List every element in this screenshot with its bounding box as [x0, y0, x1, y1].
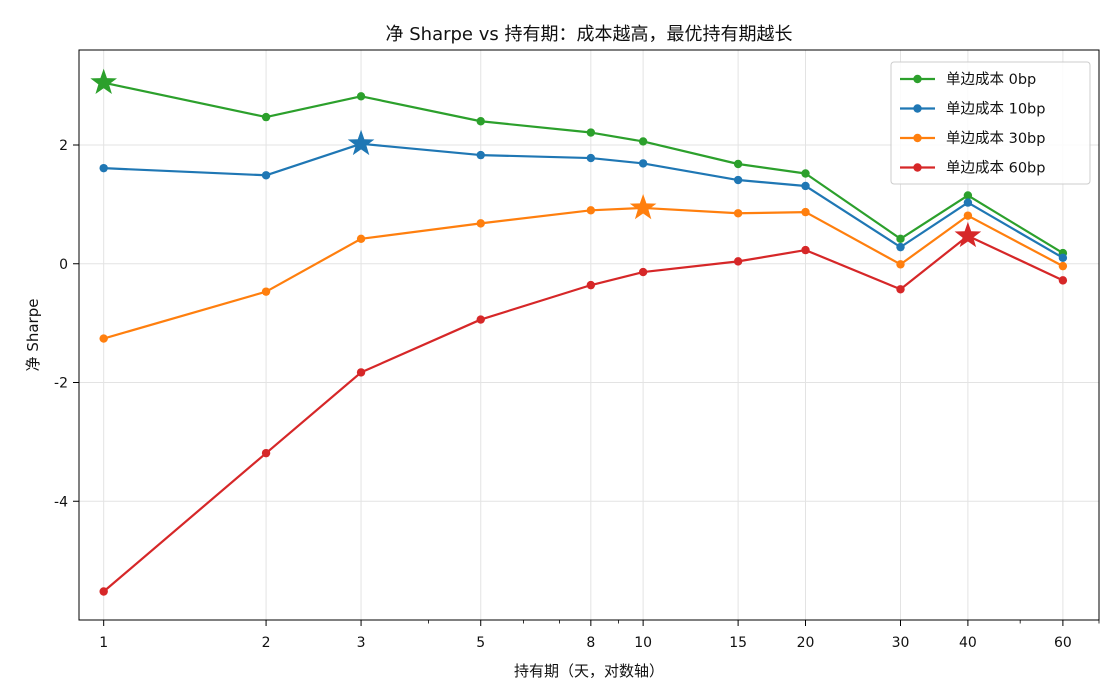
data-point: [801, 169, 810, 178]
data-point: [99, 334, 108, 343]
y-tick-label: -2: [54, 376, 68, 392]
data-point: [733, 257, 743, 266]
legend: 单边成本 0bp 单边成本 10bp 单边成本 30bp 单边成本 60bp: [890, 61, 1091, 185]
data-point: [261, 448, 271, 458]
legend-box: [890, 61, 1091, 185]
x-tick-label: 20: [797, 635, 815, 651]
x-tick-label: 3: [357, 635, 366, 651]
x-tick-label: 60: [1054, 635, 1072, 651]
data-point: [99, 163, 108, 173]
x-axis-label: 持有期（天，对数轴）: [514, 662, 664, 680]
data-point: [356, 368, 366, 377]
data-point: [1058, 276, 1068, 285]
series-0: [90, 68, 1068, 258]
data-point: [261, 112, 271, 122]
data-point: [638, 267, 648, 277]
x-tick-label: 10: [634, 635, 652, 651]
x-tick-label: 8: [586, 635, 595, 651]
data-point: [476, 219, 485, 228]
data-point: [476, 117, 485, 126]
data-point: [638, 137, 648, 146]
data-point: [801, 207, 810, 217]
legend-swatch-marker: [913, 74, 922, 84]
data-point: [356, 92, 366, 101]
plot-frame: [78, 49, 1100, 621]
data-point: [356, 234, 366, 244]
legend-label: 单边成本 60bp: [946, 160, 1045, 177]
data-point: [261, 287, 271, 296]
data-point: [99, 587, 108, 596]
legend-label: 单边成本 0bp: [946, 71, 1036, 88]
data-point: [733, 175, 743, 185]
x-tick-label: 40: [959, 635, 977, 651]
data-point: [733, 159, 743, 169]
data-point: [963, 211, 973, 220]
data-point: [733, 209, 743, 218]
data-point: [896, 234, 905, 244]
series-3: [99, 221, 1068, 596]
data-point: [476, 150, 485, 160]
series-2: [99, 193, 1068, 343]
best-holding-star: [629, 193, 657, 220]
data-point: [1058, 261, 1068, 271]
x-tick-label: 30: [892, 635, 910, 651]
best-holding-star: [90, 68, 117, 94]
data-point: [801, 181, 810, 191]
data-point: [638, 159, 648, 168]
data-point: [586, 153, 596, 163]
chart-title: 净 Sharpe vs 持有期：成本越高，最优持有期越长: [386, 24, 793, 45]
y-tick-label: 2: [59, 138, 68, 154]
data-point: [586, 280, 596, 290]
legend-label: 单边成本 10bp: [946, 101, 1045, 118]
x-tick-label: 2: [262, 635, 271, 651]
data-point: [896, 260, 905, 269]
legend-item: 单边成本 0bp: [900, 71, 1036, 88]
y-axis-label: 净 Sharpe: [24, 299, 42, 372]
data-point: [896, 242, 905, 252]
series-1: [99, 129, 1068, 263]
legend-swatch-marker: [913, 163, 922, 172]
x-tick-label: 5: [476, 635, 485, 651]
data-point: [476, 315, 485, 324]
best-holding-star: [347, 129, 375, 156]
data-point: [896, 285, 905, 294]
y-tick-label: -4: [54, 494, 68, 510]
data-point: [963, 198, 973, 207]
data-point: [801, 245, 810, 255]
legend-swatch-marker: [913, 104, 922, 113]
data-point: [586, 206, 596, 215]
legend-item: 单边成本 10bp: [900, 101, 1045, 118]
legend-item: 单边成本 60bp: [900, 160, 1045, 177]
best-holding-star: [954, 221, 982, 248]
y-tick-label: 0: [59, 257, 68, 273]
series-lines: [90, 68, 1068, 596]
data-point: [1058, 253, 1068, 263]
data-point: [963, 191, 973, 200]
data-point: [586, 128, 596, 137]
data-point: [261, 171, 271, 180]
legend-item: 单边成本 30bp: [900, 130, 1045, 147]
x-tick-label: 15: [729, 635, 747, 651]
legend-label: 单边成本 30bp: [946, 130, 1045, 147]
legend-swatch-marker: [913, 133, 922, 143]
x-tick-label: 1: [99, 635, 108, 651]
